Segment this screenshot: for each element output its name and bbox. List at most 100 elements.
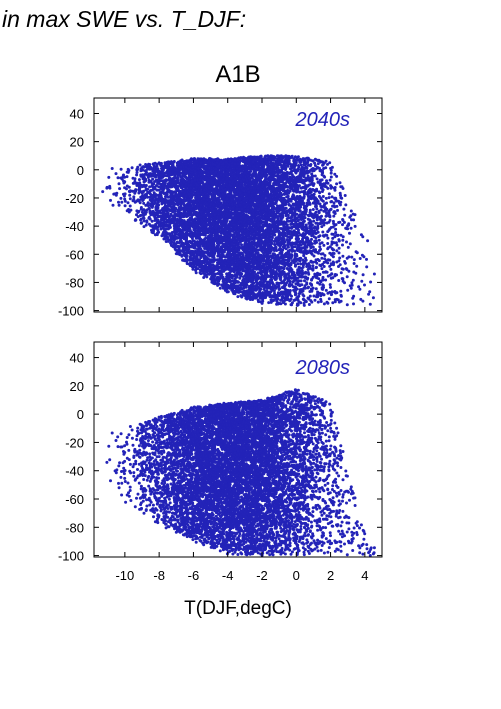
- data-point: [191, 267, 195, 271]
- data-point: [109, 198, 112, 202]
- data-point: [337, 265, 340, 268]
- data-point: [371, 296, 375, 300]
- data-point: [348, 242, 352, 246]
- data-point: [239, 286, 243, 290]
- data-point: [277, 288, 281, 291]
- data-point: [341, 243, 344, 247]
- data-point: [284, 168, 288, 171]
- data-point: [314, 265, 318, 269]
- data-point: [322, 221, 326, 225]
- data-point: [288, 189, 292, 193]
- data-point: [329, 285, 332, 289]
- data-point: [110, 167, 114, 170]
- data-point: [324, 196, 328, 200]
- data-point: [108, 184, 112, 188]
- data-point: [349, 209, 353, 213]
- data-point: [148, 185, 152, 189]
- data-point: [358, 287, 362, 291]
- data-point: [296, 283, 300, 287]
- data-point: [322, 302, 326, 306]
- data-point: [329, 171, 333, 175]
- data-point: [336, 208, 339, 212]
- data-point: [345, 275, 349, 279]
- data-point: [327, 196, 331, 200]
- data-point: [256, 298, 260, 302]
- data-point: [322, 243, 326, 247]
- data-point: [172, 221, 176, 225]
- data-point: [299, 262, 303, 266]
- data-point: [326, 186, 330, 190]
- data-point: [313, 229, 317, 233]
- data-point: [372, 272, 376, 276]
- data-point: [368, 302, 372, 306]
- data-point: [323, 218, 327, 222]
- data-point: [326, 230, 330, 234]
- data-point: [318, 234, 322, 238]
- data-point: [288, 181, 292, 185]
- data-point: [307, 303, 311, 306]
- data-point: [128, 197, 132, 201]
- data-point: [326, 274, 330, 278]
- data-point: [363, 283, 366, 287]
- data-point: [335, 182, 339, 186]
- data-point: [306, 174, 310, 178]
- data-point: [294, 292, 298, 296]
- data-point: [269, 278, 273, 281]
- data-point: [333, 188, 337, 192]
- data-point: [150, 182, 154, 185]
- data-point: [117, 200, 120, 204]
- data-point: [311, 264, 315, 268]
- data-point: [147, 178, 151, 182]
- data-point: [361, 273, 365, 277]
- points-2040s: [101, 154, 376, 307]
- data-point: [304, 239, 308, 243]
- data-point: [328, 178, 332, 182]
- data-point: [316, 281, 320, 285]
- data-point: [242, 225, 246, 229]
- data-point: [344, 203, 348, 207]
- data-point: [148, 217, 152, 221]
- data-point: [337, 251, 341, 255]
- data-point: [315, 177, 319, 181]
- data-point: [343, 213, 347, 217]
- data-point: [145, 167, 149, 171]
- data-point: [346, 288, 350, 292]
- data-point: [320, 267, 324, 271]
- data-point: [313, 298, 317, 302]
- data-point: [329, 200, 333, 204]
- data-point: [315, 261, 319, 265]
- data-point: [138, 163, 142, 167]
- data-point: [332, 252, 336, 255]
- data-point: [296, 262, 300, 266]
- data-point: [218, 286, 222, 290]
- data-point: [258, 248, 262, 252]
- data-point: [338, 256, 342, 260]
- data-point: [120, 200, 124, 204]
- data-point: [341, 254, 345, 258]
- data-point: [333, 205, 337, 209]
- data-point: [236, 295, 240, 299]
- data-point: [142, 219, 146, 223]
- data-point: [176, 217, 180, 221]
- data-point: [302, 303, 306, 307]
- data-point: [329, 166, 333, 170]
- data-point: [295, 247, 299, 251]
- data-point: [304, 223, 308, 227]
- data-point: [339, 200, 343, 204]
- data-point: [340, 277, 344, 281]
- data-point: [339, 271, 343, 275]
- data-point: [322, 265, 326, 268]
- data-point: [136, 168, 139, 171]
- data-point: [139, 207, 143, 211]
- data-point: [282, 155, 286, 159]
- data-point: [318, 178, 322, 182]
- data-point: [327, 297, 331, 301]
- data-point: [150, 219, 154, 223]
- data-point: [335, 249, 339, 253]
- data-point: [338, 191, 342, 195]
- data-point: [304, 270, 308, 274]
- figure-header: in max SWE vs. T_DJF:: [2, 6, 246, 32]
- data-point: [320, 256, 324, 260]
